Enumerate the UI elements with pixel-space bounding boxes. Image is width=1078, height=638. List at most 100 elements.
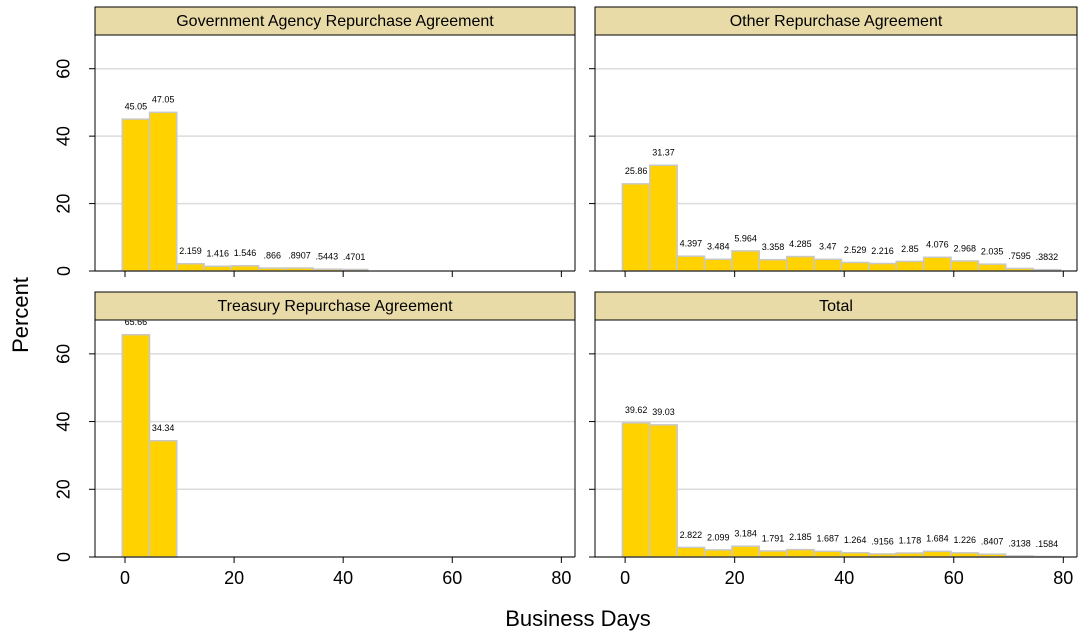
panel-title: Total <box>819 298 853 315</box>
panel-title: Other Repurchase Agreement <box>730 13 943 30</box>
y-tick-label: 0 <box>54 266 74 276</box>
y-tick-label: 40 <box>54 126 74 146</box>
bar <box>922 256 952 272</box>
bar <box>731 545 761 558</box>
x-tick-label: 60 <box>442 568 462 588</box>
bar <box>785 255 815 272</box>
value-label: 39.62 <box>625 405 648 415</box>
y-axis-label: Percent <box>8 277 33 353</box>
value-label: 39.03 <box>652 407 675 417</box>
panel-strip <box>594 6 1078 36</box>
value-label: 31.37 <box>652 148 675 158</box>
value-label: 1.416 <box>206 249 229 259</box>
bar <box>676 546 706 558</box>
value-label: .5443 <box>316 252 339 262</box>
panel-strip <box>594 291 1078 321</box>
x-tick-label: 40 <box>333 568 353 588</box>
panel-title: Government Agency Repurchase Agreement <box>176 13 494 30</box>
value-label: 2.185 <box>789 532 812 542</box>
value-label: 3.358 <box>762 242 785 252</box>
value-label: 34.34 <box>152 423 175 433</box>
value-label: 1.264 <box>844 535 867 545</box>
bar <box>922 550 952 558</box>
value-label: 4.076 <box>926 240 949 250</box>
value-label: .9156 <box>871 536 894 546</box>
bar <box>758 258 788 272</box>
value-label: 3.184 <box>734 529 757 539</box>
x-tick-label: 0 <box>620 568 630 588</box>
value-label: 2.529 <box>844 245 867 255</box>
value-label: 1.178 <box>899 535 922 545</box>
value-label: 2.099 <box>707 532 730 542</box>
bar <box>621 422 651 558</box>
x-tick-label: 60 <box>944 568 964 588</box>
value-label: 1.687 <box>817 534 840 544</box>
x-tick-label: 80 <box>1053 568 1073 588</box>
value-label: .1584 <box>1036 539 1059 549</box>
value-label: 4.397 <box>680 239 703 249</box>
bar <box>785 548 815 558</box>
value-label: 25.86 <box>625 166 648 176</box>
value-label: 2.85 <box>901 244 919 254</box>
value-label: .3832 <box>1036 252 1059 262</box>
bar <box>758 550 788 558</box>
bar <box>176 262 205 272</box>
y-tick-label: 60 <box>54 59 74 79</box>
bar <box>649 424 678 558</box>
bar <box>703 549 733 558</box>
bar <box>813 550 843 558</box>
bar <box>121 333 151 558</box>
bar <box>840 551 870 558</box>
bar <box>895 260 925 272</box>
bar <box>813 258 843 272</box>
bar <box>977 263 1007 272</box>
x-tick-label: 20 <box>725 568 745 588</box>
x-tick-label: 0 <box>120 568 130 588</box>
x-tick-label: 40 <box>834 568 854 588</box>
value-label: 2.968 <box>953 243 976 253</box>
value-label: .866 <box>264 250 282 260</box>
bar <box>203 265 233 272</box>
panel-strip <box>94 291 576 321</box>
bar <box>230 265 260 272</box>
x-tick-label: 80 <box>551 568 571 588</box>
bar <box>950 552 980 558</box>
value-label: 1.684 <box>926 534 949 544</box>
bar <box>676 255 706 272</box>
bar <box>148 111 178 272</box>
bar <box>731 250 761 272</box>
value-label: 2.035 <box>981 247 1004 257</box>
panel-title: Treasury Repurchase Agreement <box>217 298 453 315</box>
panel-strip <box>94 6 576 36</box>
bar <box>895 552 925 558</box>
value-label: 3.47 <box>819 242 837 252</box>
value-label: 2.216 <box>871 246 894 256</box>
bar <box>703 258 733 272</box>
y-tick-label: 20 <box>54 194 74 214</box>
bar <box>950 260 980 272</box>
value-label: 3.484 <box>707 242 730 252</box>
bar <box>621 183 651 272</box>
value-label: 5.964 <box>734 233 757 243</box>
value-label: 2.159 <box>179 246 202 256</box>
value-label: .4701 <box>343 252 366 262</box>
value-label: 65.66 <box>125 317 148 327</box>
value-label: 45.05 <box>125 101 148 111</box>
y-tick-label: 40 <box>54 412 74 432</box>
value-label: 4.285 <box>789 239 812 249</box>
value-label: 1.546 <box>234 248 257 258</box>
bar <box>868 262 898 272</box>
value-label: .3138 <box>1008 538 1031 548</box>
bar <box>840 261 870 272</box>
y-tick-label: 20 <box>54 479 74 499</box>
value-label: 1.226 <box>953 535 976 545</box>
value-label: 2.822 <box>680 530 703 540</box>
bar <box>121 118 151 272</box>
y-tick-label: 0 <box>54 552 74 562</box>
x-axis-label: Business Days <box>505 606 651 631</box>
value-label: .8907 <box>288 250 311 260</box>
bar <box>148 439 178 558</box>
value-label: 1.791 <box>762 533 785 543</box>
y-tick-label: 60 <box>54 344 74 364</box>
